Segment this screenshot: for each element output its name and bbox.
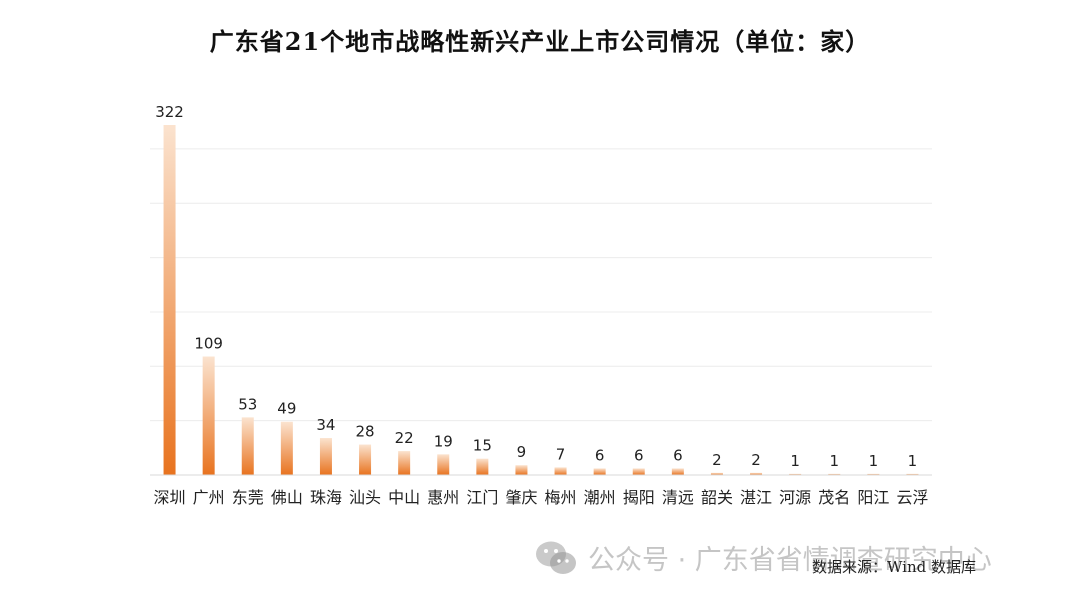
data-label: 9 (517, 443, 527, 461)
x-tick-label: 汕头 (349, 488, 381, 507)
bar-东莞 (241, 417, 254, 475)
bar-江门 (476, 458, 489, 475)
x-tick-label: 潮州 (584, 488, 616, 507)
bar-云浮 (906, 473, 919, 475)
x-tick-label: 阳江 (857, 488, 889, 507)
x-tick-label: 云浮 (896, 488, 928, 507)
bar-阳江 (867, 473, 880, 475)
x-tick-label: 江门 (466, 488, 498, 507)
x-tick-label: 中山 (388, 488, 420, 507)
bar-清远 (671, 468, 684, 475)
bar-河源 (789, 473, 802, 475)
bar-茂名 (828, 473, 841, 475)
data-label: 53 (238, 395, 257, 413)
data-label: 1 (829, 452, 839, 470)
x-tick-label: 韶关 (701, 488, 733, 507)
bar-肇庆 (515, 465, 528, 475)
data-label: 34 (316, 416, 335, 434)
data-label: 7 (556, 445, 566, 463)
bar-佛山 (280, 421, 293, 475)
bar-珠海 (319, 438, 332, 475)
x-tick-label: 佛山 (271, 488, 303, 507)
bar-揭阳 (632, 468, 645, 475)
bar-梅州 (554, 467, 567, 475)
data-label: 6 (595, 446, 605, 464)
data-label: 1 (790, 452, 800, 470)
data-label: 22 (395, 429, 414, 447)
x-axis-labels: 深圳 广州 东莞 佛山 珠海 汕头 中山 惠州 江门 肇庆 梅州 潮州 揭阳 清远 韶关 湛江 河源 茂名 阳江 云浮 (154, 488, 929, 507)
data-label: 322 (155, 103, 184, 121)
bar-湛江 (750, 472, 763, 475)
x-tick-label: 梅州 (545, 488, 577, 507)
bar-中山 (398, 451, 411, 475)
x-tick-label: 湛江 (740, 488, 772, 507)
data-label: 1 (869, 452, 879, 470)
data-label: 15 (473, 437, 492, 455)
x-tick-label: 清远 (662, 488, 694, 507)
data-label: 2 (712, 451, 722, 469)
bar-汕头 (359, 444, 372, 475)
data-label: 1 (908, 452, 918, 470)
data-label: 6 (634, 446, 644, 464)
x-tick-label: 肇庆 (505, 488, 537, 507)
x-tick-label: 珠海 (310, 488, 342, 507)
x-tick-label: 惠州 (427, 488, 459, 507)
data-label: 28 (356, 423, 375, 441)
bar-深圳 (163, 125, 176, 475)
data-source: 数据来源：Wind 数据库 (812, 558, 976, 576)
data-label: 19 (434, 432, 453, 450)
x-tick-label: 河源 (779, 488, 811, 507)
bar-韶关 (710, 472, 723, 475)
data-label: 109 (194, 335, 223, 353)
bar-惠州 (437, 454, 450, 475)
bar-广州 (202, 356, 215, 475)
data-label: 49 (277, 400, 296, 418)
data-label: 6 (673, 446, 683, 464)
x-tick-label: 茂名 (818, 488, 850, 507)
grid-lines (150, 148, 932, 422)
x-tick-label: 东莞 (232, 488, 264, 507)
data-label: 2 (751, 451, 761, 469)
x-tick-label: 深圳 (154, 488, 186, 507)
x-tick-label: 揭阳 (623, 488, 655, 507)
chart-title: 广东省21个地市战略性新兴产业上市公司情况（单位：家） (209, 27, 871, 56)
bars (163, 125, 919, 475)
bar-潮州 (593, 468, 606, 475)
x-tick-label: 广州 (193, 488, 225, 507)
